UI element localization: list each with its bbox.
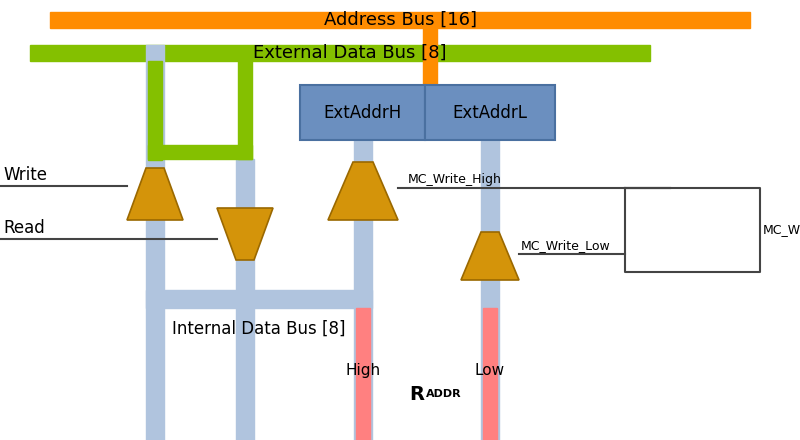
Bar: [148, 145, 252, 159]
Polygon shape: [461, 232, 519, 280]
Bar: [236, 159, 254, 440]
Bar: [356, 308, 370, 440]
Bar: [148, 61, 162, 160]
Text: External Data Bus [8]: External Data Bus [8]: [254, 44, 446, 62]
Text: MC_Write_High: MC_Write_High: [408, 173, 502, 186]
Text: R: R: [410, 385, 425, 404]
Polygon shape: [217, 208, 273, 260]
Text: MC_Write_Low: MC_Write_Low: [521, 238, 610, 252]
Bar: [423, 28, 437, 85]
Polygon shape: [328, 162, 398, 220]
Bar: [483, 308, 497, 440]
Bar: [354, 140, 372, 440]
Text: ExtAddrH: ExtAddrH: [323, 103, 402, 121]
Text: Low: Low: [475, 363, 505, 378]
Text: ADDR: ADDR: [426, 389, 461, 399]
Bar: [481, 140, 499, 440]
Polygon shape: [127, 168, 183, 220]
Text: ExtAddrL: ExtAddrL: [453, 103, 527, 121]
Text: Address Bus [16]: Address Bus [16]: [323, 11, 477, 29]
Text: MC_Write_Full: MC_Write_Full: [763, 224, 800, 236]
Bar: [425, 85, 555, 140]
Bar: [300, 85, 425, 140]
Bar: [146, 290, 372, 308]
Text: Read: Read: [3, 219, 45, 237]
Bar: [30, 45, 650, 61]
Bar: [238, 61, 252, 159]
Text: Write: Write: [3, 166, 47, 184]
Bar: [50, 12, 750, 28]
Text: Internal Data Bus [8]: Internal Data Bus [8]: [172, 320, 346, 338]
Bar: [146, 45, 164, 440]
Text: High: High: [346, 363, 381, 378]
